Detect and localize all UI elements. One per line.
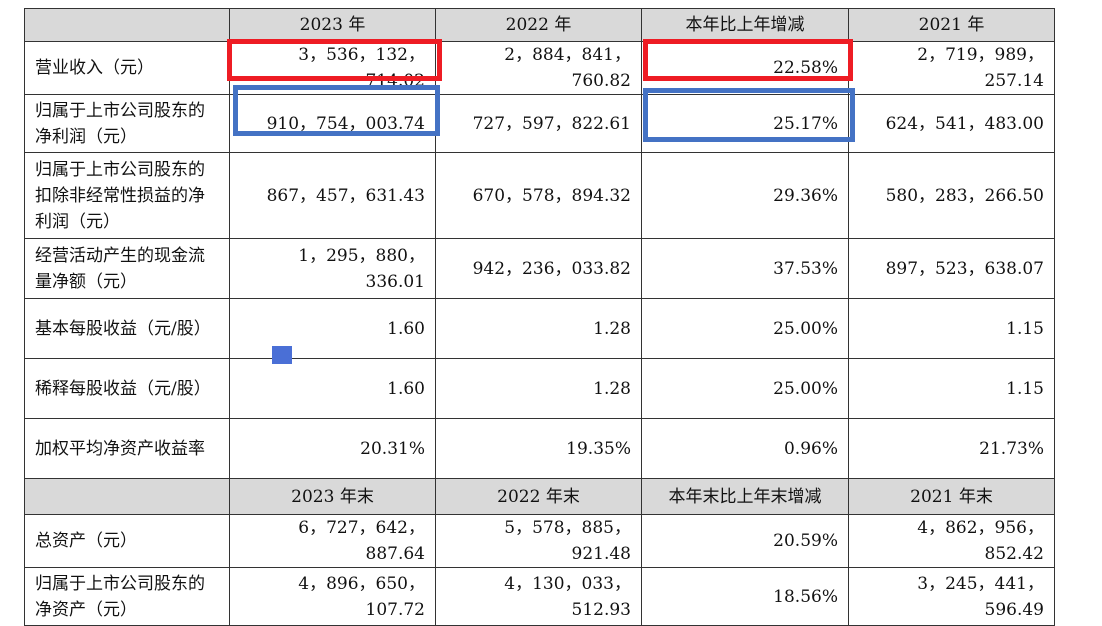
header-row-yearend: 2023 年末 2022 年末 本年末比上年末增减 2021 年末: [24, 478, 1055, 515]
row-label: 归属于上市公司股东的净利润（元）: [24, 94, 230, 153]
revenue-2023-highlight-box: [227, 39, 442, 81]
value-cell: 1.28: [435, 358, 642, 419]
value-cell: 22.58%: [641, 41, 849, 95]
value-cell: 2，719，989，257.14: [848, 41, 1055, 95]
value-cell: 624，541，483.00: [848, 94, 1055, 153]
value-cell: 1.60: [229, 358, 436, 419]
net-profit-change-highlight-box: [643, 88, 855, 142]
row-label: 稀释每股收益（元/股）: [24, 358, 230, 419]
value-cell: 21.73%: [848, 418, 1055, 479]
table-row: 归属于上市公司股东的扣除非经常性损益的净利润（元） 867，457，631.43…: [24, 152, 1055, 239]
table-row: 归属于上市公司股东的净利润（元） 910，754，003.74 727，597，…: [24, 94, 1055, 153]
header-cell: 2023 年: [229, 8, 436, 42]
value-cell: 897，523，638.07: [848, 238, 1055, 299]
row-label: 营业收入（元）: [24, 41, 230, 95]
value-cell: 25.00%: [641, 358, 849, 419]
value-cell: 37.53%: [641, 238, 849, 299]
value-cell: 25.17%: [641, 94, 849, 153]
value-cell: 5，578，885，921.48: [435, 514, 642, 568]
header-cell: [24, 478, 230, 515]
row-label: 归属于上市公司股东的扣除非经常性损益的净利润（元）: [24, 152, 230, 239]
value-cell: 1.28: [435, 298, 642, 359]
value-cell: 20.31%: [229, 418, 436, 479]
value-cell: 727，597，822.61: [435, 94, 642, 153]
value-cell: 20.59%: [641, 514, 849, 568]
value-cell: 1，295，880，336.01: [229, 238, 436, 299]
value-cell: 1.60: [229, 298, 436, 359]
table-row: 归属于上市公司股东的净资产（元） 4，896，650，107.72 4，130，…: [24, 567, 1055, 626]
table-row: 经营活动产生的现金流量净额（元） 1，295，880，336.01 942，23…: [24, 238, 1055, 299]
row-label: 加权平均净资产收益率: [24, 418, 230, 479]
header-cell: [24, 8, 230, 42]
revenue-change-highlight-box: [643, 39, 853, 81]
value-cell: 942，236，033.82: [435, 238, 642, 299]
row-label: 经营活动产生的现金流量净额（元）: [24, 238, 230, 299]
value-cell: 580，283，266.50: [848, 152, 1055, 239]
table-row: 加权平均净资产收益率 20.31% 19.35% 0.96% 21.73%: [24, 418, 1055, 479]
table-row: 基本每股收益（元/股） 1.60 1.28 25.00% 1.15: [24, 298, 1055, 359]
header-cell: 本年末比上年末增减: [641, 478, 849, 515]
net-profit-2023-highlight-box: [233, 85, 440, 136]
row-label: 基本每股收益（元/股）: [24, 298, 230, 359]
value-cell: 867，457，631.43: [229, 152, 436, 239]
value-cell: 1.15: [848, 298, 1055, 359]
value-cell: 25.00%: [641, 298, 849, 359]
value-cell: 2，884，841，760.82: [435, 41, 642, 95]
table-row: 稀释每股收益（元/股） 1.60 1.28 25.00% 1.15: [24, 358, 1055, 419]
value-cell: 670，578，894.32: [435, 152, 642, 239]
value-cell: 6，727，642，887.64: [229, 514, 436, 568]
row-label: 归属于上市公司股东的净资产（元）: [24, 567, 230, 626]
header-cell: 2022 年: [435, 8, 642, 42]
value-cell: 4，130，033，512.93: [435, 567, 642, 626]
value-cell: 19.35%: [435, 418, 642, 479]
value-cell: 4，896，650，107.72: [229, 567, 436, 626]
blue-square-marker: [272, 346, 292, 364]
header-cell: 2023 年末: [229, 478, 436, 515]
header-cell: 2021 年: [848, 8, 1055, 42]
value-cell: 3，245，441，596.49: [848, 567, 1055, 626]
financial-summary-table: 2023 年 2022 年 本年比上年增减 2021 年 营业收入（元） 3，5…: [24, 8, 1055, 626]
value-cell: 0.96%: [641, 418, 849, 479]
value-cell: 18.56%: [641, 567, 849, 626]
header-cell: 2021 年末: [848, 478, 1055, 515]
header-cell: 本年比上年增减: [641, 8, 849, 42]
header-cell: 2022 年末: [435, 478, 642, 515]
table-row: 营业收入（元） 3，536，132，714.02 2，884，841，760.8…: [24, 41, 1055, 95]
value-cell: 29.36%: [641, 152, 849, 239]
header-row-annual: 2023 年 2022 年 本年比上年增减 2021 年: [24, 8, 1055, 42]
table-row: 总资产（元） 6，727，642，887.64 5，578，885，921.48…: [24, 514, 1055, 568]
value-cell: 910，754，003.74: [229, 94, 436, 153]
row-label: 总资产（元）: [24, 514, 230, 568]
value-cell: 4，862，956，852.42: [848, 514, 1055, 568]
value-cell: 1.15: [848, 358, 1055, 419]
